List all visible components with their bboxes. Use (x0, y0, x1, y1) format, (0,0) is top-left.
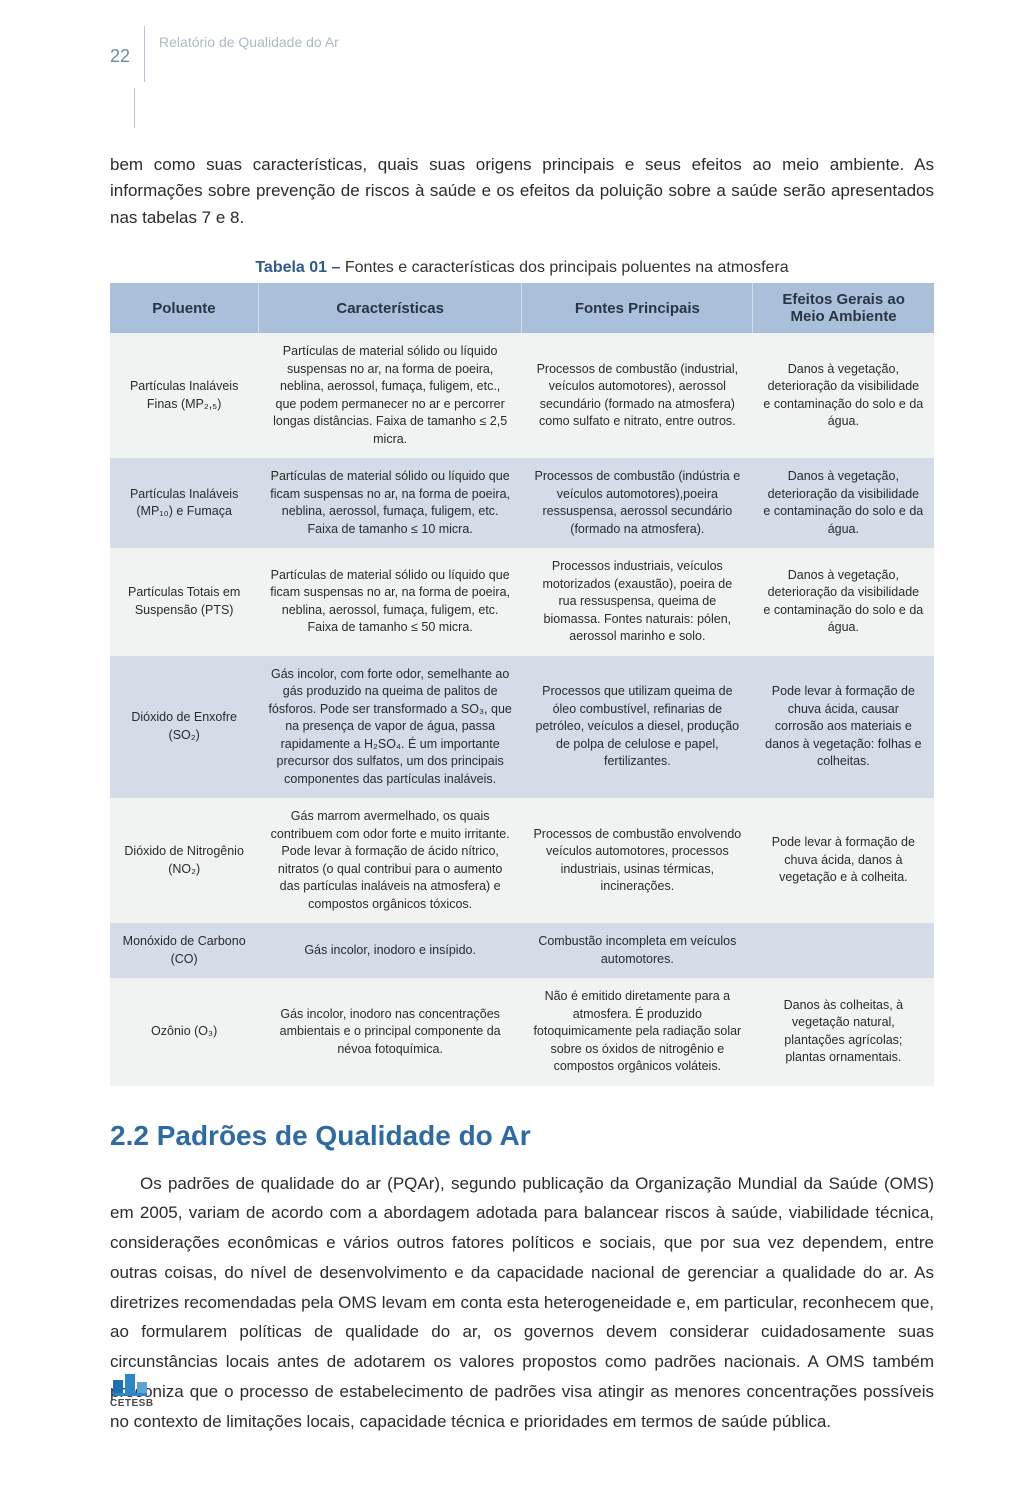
col-header-sources: Fontes Principais (522, 283, 753, 333)
header-stub-line (134, 88, 135, 128)
cell-sources: Processos de combustão (indústria e veíc… (522, 458, 753, 548)
doc-title: Relatório de Qualidade do Ar (159, 34, 339, 50)
footer-logo: CETESB (110, 1372, 154, 1409)
page-header: 22 Relatório de Qualidade do Ar (110, 30, 934, 82)
cell-sources: Processos que utilizam queima de óleo co… (522, 656, 753, 799)
table-row: Partículas Totais em Suspensão (PTS) Par… (110, 548, 934, 656)
cell-sources: Não é emitido diretamente para a atmosfe… (522, 978, 753, 1086)
table-row: Partículas Inaláveis Finas (MP₂,₅) Partí… (110, 333, 934, 458)
section-heading: 2.2 Padrões de Qualidade do Ar (110, 1120, 934, 1152)
cell-pollutant: Partículas Inaláveis Finas (MP₂,₅) (110, 333, 258, 458)
cell-sources: Combustão incompleta em veículos automot… (522, 923, 753, 978)
cell-characteristics: Partículas de material sólido ou líquido… (258, 458, 522, 548)
cell-effects: Danos à vegetação, deterioração da visib… (753, 458, 934, 548)
header-divider (144, 26, 145, 82)
col-header-effects: Efeitos Gerais ao Meio Ambiente (753, 283, 934, 333)
cell-pollutant: Monóxido de Carbono (CO) (110, 923, 258, 978)
table-caption-text: Fontes e características dos principais … (340, 259, 788, 276)
cell-effects: Danos às colheitas, à vegetação natural,… (753, 978, 934, 1086)
col-header-pollutant: Poluente (110, 283, 258, 333)
col-header-characteristics: Características (258, 283, 522, 333)
cell-pollutant: Dióxido de Nitrogênio (NO₂) (110, 798, 258, 923)
table-row: Monóxido de Carbono (CO) Gás incolor, in… (110, 923, 934, 978)
cell-effects (753, 923, 934, 978)
table-row: Ozônio (O₃) Gás incolor, inodoro nas con… (110, 978, 934, 1086)
cell-effects: Danos à vegetação, deterioração da visib… (753, 548, 934, 656)
cell-pollutant: Dióxido de Enxofre (SO₂) (110, 656, 258, 799)
table-row: Partículas Inaláveis (MP₁₀) e Fumaça Par… (110, 458, 934, 548)
pollutants-table: Poluente Características Fontes Principa… (110, 283, 934, 1086)
page-number: 22 (110, 46, 130, 67)
cell-characteristics: Gás marrom avermelhado, os quais contrib… (258, 798, 522, 923)
section-paragraph: Os padrões de qualidade do ar (PQAr), se… (110, 1169, 934, 1437)
cell-characteristics: Partículas de material sólido ou líquido… (258, 333, 522, 458)
cell-characteristics: Gás incolor, inodoro nas concentrações a… (258, 978, 522, 1086)
table-caption: Tabela 01 – Fontes e características dos… (110, 259, 934, 277)
table-row: Dióxido de Enxofre (SO₂) Gás incolor, co… (110, 656, 934, 799)
cell-characteristics: Gás incolor, com forte odor, semelhante … (258, 656, 522, 799)
cell-characteristics: Gás incolor, inodoro e insípido. (258, 923, 522, 978)
table-caption-label: Tabela 01 – (255, 259, 340, 276)
cell-effects: Danos à vegetação, deterioração da visib… (753, 333, 934, 458)
cell-effects: Pode levar à formação de chuva ácida, da… (753, 798, 934, 923)
footer-org-label: CETESB (110, 1398, 154, 1409)
cell-characteristics: Partículas de material sólido ou líquido… (258, 548, 522, 656)
cell-sources: Processos industriais, veículos motoriza… (522, 548, 753, 656)
cell-pollutant: Partículas Inaláveis (MP₁₀) e Fumaça (110, 458, 258, 548)
intro-paragraph: bem como suas características, quais sua… (110, 152, 934, 231)
table-row: Dióxido de Nitrogênio (NO₂) Gás marrom a… (110, 798, 934, 923)
cell-sources: Processos de combustão (industrial, veíc… (522, 333, 753, 458)
cell-pollutant: Ozônio (O₃) (110, 978, 258, 1086)
logo-icon (113, 1372, 151, 1396)
table-header-row: Poluente Características Fontes Principa… (110, 283, 934, 333)
cell-effects: Pode levar à formação de chuva ácida, ca… (753, 656, 934, 799)
cell-sources: Processos de combustão envolvendo veícul… (522, 798, 753, 923)
cell-pollutant: Partículas Totais em Suspensão (PTS) (110, 548, 258, 656)
